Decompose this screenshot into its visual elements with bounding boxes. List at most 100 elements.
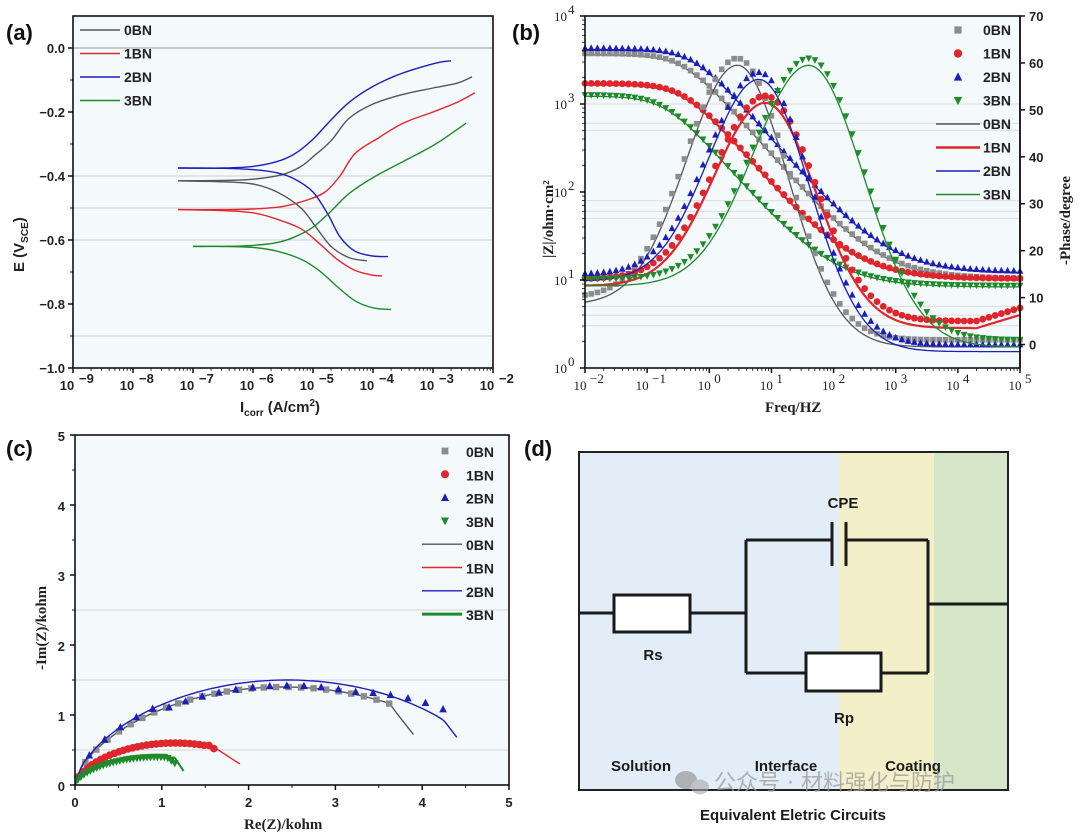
point-phase-2BN xyxy=(942,340,949,348)
y-tick-label: −0.2 xyxy=(39,105,65,120)
point-phase-0BN xyxy=(961,337,967,343)
label-rp: Rp xyxy=(834,710,854,727)
point-phase-3BN xyxy=(594,275,601,283)
point-modulus-1BN xyxy=(910,269,918,277)
plot-c-xlabel: Re(Z)/kohm xyxy=(244,817,323,833)
point-modulus-0BN xyxy=(600,50,607,57)
point-modulus-0BN xyxy=(681,63,688,70)
data-point-0BN xyxy=(187,696,194,703)
x-tick-exponent: −1 xyxy=(652,371,666,386)
point-modulus-2BN xyxy=(985,266,993,273)
point-modulus-1BN xyxy=(712,118,719,126)
point-phase-1BN xyxy=(997,310,1005,317)
data-point-0BN xyxy=(297,684,305,691)
point-phase-2BN xyxy=(1004,340,1011,348)
point-modulus-0BN xyxy=(594,50,601,57)
point-modulus-3BN xyxy=(687,124,695,131)
legend-label-2BN: 2BN xyxy=(124,69,152,85)
point-modulus-0BN xyxy=(669,57,675,64)
legend-marker-3BN xyxy=(441,517,449,526)
point-modulus-0BN xyxy=(762,143,769,150)
point-modulus-3BN xyxy=(898,278,906,286)
point-phase-3BN xyxy=(705,233,713,240)
point-phase-2BN xyxy=(929,340,937,347)
point-modulus-2BN xyxy=(830,199,837,207)
x-tick-label: 10 xyxy=(574,378,587,393)
point-modulus-2BN xyxy=(786,154,794,161)
point-phase-3BN xyxy=(805,55,813,63)
point-modulus-1BN xyxy=(674,89,682,97)
plot-a-frame xyxy=(72,15,494,369)
point-modulus-3BN xyxy=(792,232,800,239)
point-phase-0BN xyxy=(725,59,731,66)
data-point-3BN xyxy=(171,760,179,768)
point-phase-3BN xyxy=(873,207,881,214)
x-tick-exponent: 3 xyxy=(901,371,908,386)
point-phase-3BN xyxy=(755,129,763,137)
point-phase-2BN xyxy=(842,278,850,286)
point-modulus-2BN xyxy=(625,44,632,52)
plot-a-axes: 0.0 −0.2 −0.4 −0.6 −0.8 −1.0 10 −9 10 −8 10 −7 10 −6 1… xyxy=(39,41,514,393)
point-phase-0BN xyxy=(731,55,737,62)
point-modulus-3BN xyxy=(979,282,987,290)
point-modulus-0BN xyxy=(861,240,868,247)
point-modulus-1BN xyxy=(587,79,595,87)
circuit-title: Equivalent Eletric Circuits xyxy=(700,807,886,824)
point-phase-2BN xyxy=(948,340,956,348)
point-phase-2BN xyxy=(668,224,676,232)
point-phase-2BN xyxy=(681,202,688,210)
point-modulus-3BN xyxy=(867,273,875,280)
point-modulus-1BN xyxy=(923,271,931,279)
y-left-tick-label: 10 xyxy=(554,185,567,200)
point-phase-1BN xyxy=(687,213,695,221)
point-phase-2BN xyxy=(848,291,856,298)
point-modulus-2BN xyxy=(917,256,924,263)
data-point-2BN xyxy=(215,688,223,696)
point-modulus-0BN xyxy=(793,177,800,184)
point-modulus-2BN xyxy=(693,59,701,67)
y-tick-label: −1.0 xyxy=(39,361,65,376)
point-phase-2BN xyxy=(730,91,738,99)
point-modulus-3BN xyxy=(886,277,893,284)
point-phase-2BN xyxy=(718,116,726,124)
point-modulus-0BN xyxy=(656,54,663,61)
series-1BN-anodic-branch xyxy=(177,92,476,211)
point-modulus-1BN xyxy=(780,191,788,198)
data-point-2BN xyxy=(334,685,343,693)
point-modulus-3BN xyxy=(954,282,962,289)
point-modulus-1BN xyxy=(637,81,645,89)
point-modulus-0BN xyxy=(675,60,682,67)
point-phase-2BN xyxy=(699,160,707,168)
point-modulus-2BN xyxy=(718,79,726,87)
point-phase-3BN xyxy=(736,174,744,181)
x-tick-label: 0 xyxy=(71,795,78,810)
point-modulus-3BN xyxy=(631,94,639,102)
y-tick-label: −0.4 xyxy=(39,169,65,184)
point-modulus-1BN xyxy=(805,215,813,223)
point-modulus-2BN xyxy=(836,205,844,213)
point-phase-2BN xyxy=(886,331,893,338)
point-modulus-1BN xyxy=(917,270,924,278)
point-phase-0BN xyxy=(868,328,874,335)
legend-label-0BN: 0BN xyxy=(124,22,152,38)
point-modulus-1BN xyxy=(736,144,744,152)
point-modulus-0BN xyxy=(799,184,806,190)
point-modulus-0BN xyxy=(874,248,880,255)
point-phase-3BN xyxy=(618,275,626,282)
plot-a-ylabel: E (VSCE) xyxy=(11,217,31,272)
point-modulus-0BN xyxy=(781,164,787,170)
wechat-icon xyxy=(675,771,709,795)
point-phase-1BN xyxy=(991,312,999,319)
point-phase-3BN xyxy=(1010,336,1018,344)
legend-label-3BN: 3BN xyxy=(466,607,494,623)
point-phase-2BN xyxy=(761,70,769,78)
point-phase-1BN xyxy=(823,211,831,219)
y-tick-label: 1 xyxy=(58,709,65,724)
point-modulus-2BN xyxy=(848,216,856,224)
point-phase-0BN xyxy=(855,321,862,327)
x-tick-label: 10 xyxy=(636,378,649,393)
point-modulus-1BN xyxy=(979,274,987,282)
plot-b-series xyxy=(581,44,1024,353)
point-modulus-0BN xyxy=(768,150,775,156)
point-phase-3BN xyxy=(774,88,782,95)
